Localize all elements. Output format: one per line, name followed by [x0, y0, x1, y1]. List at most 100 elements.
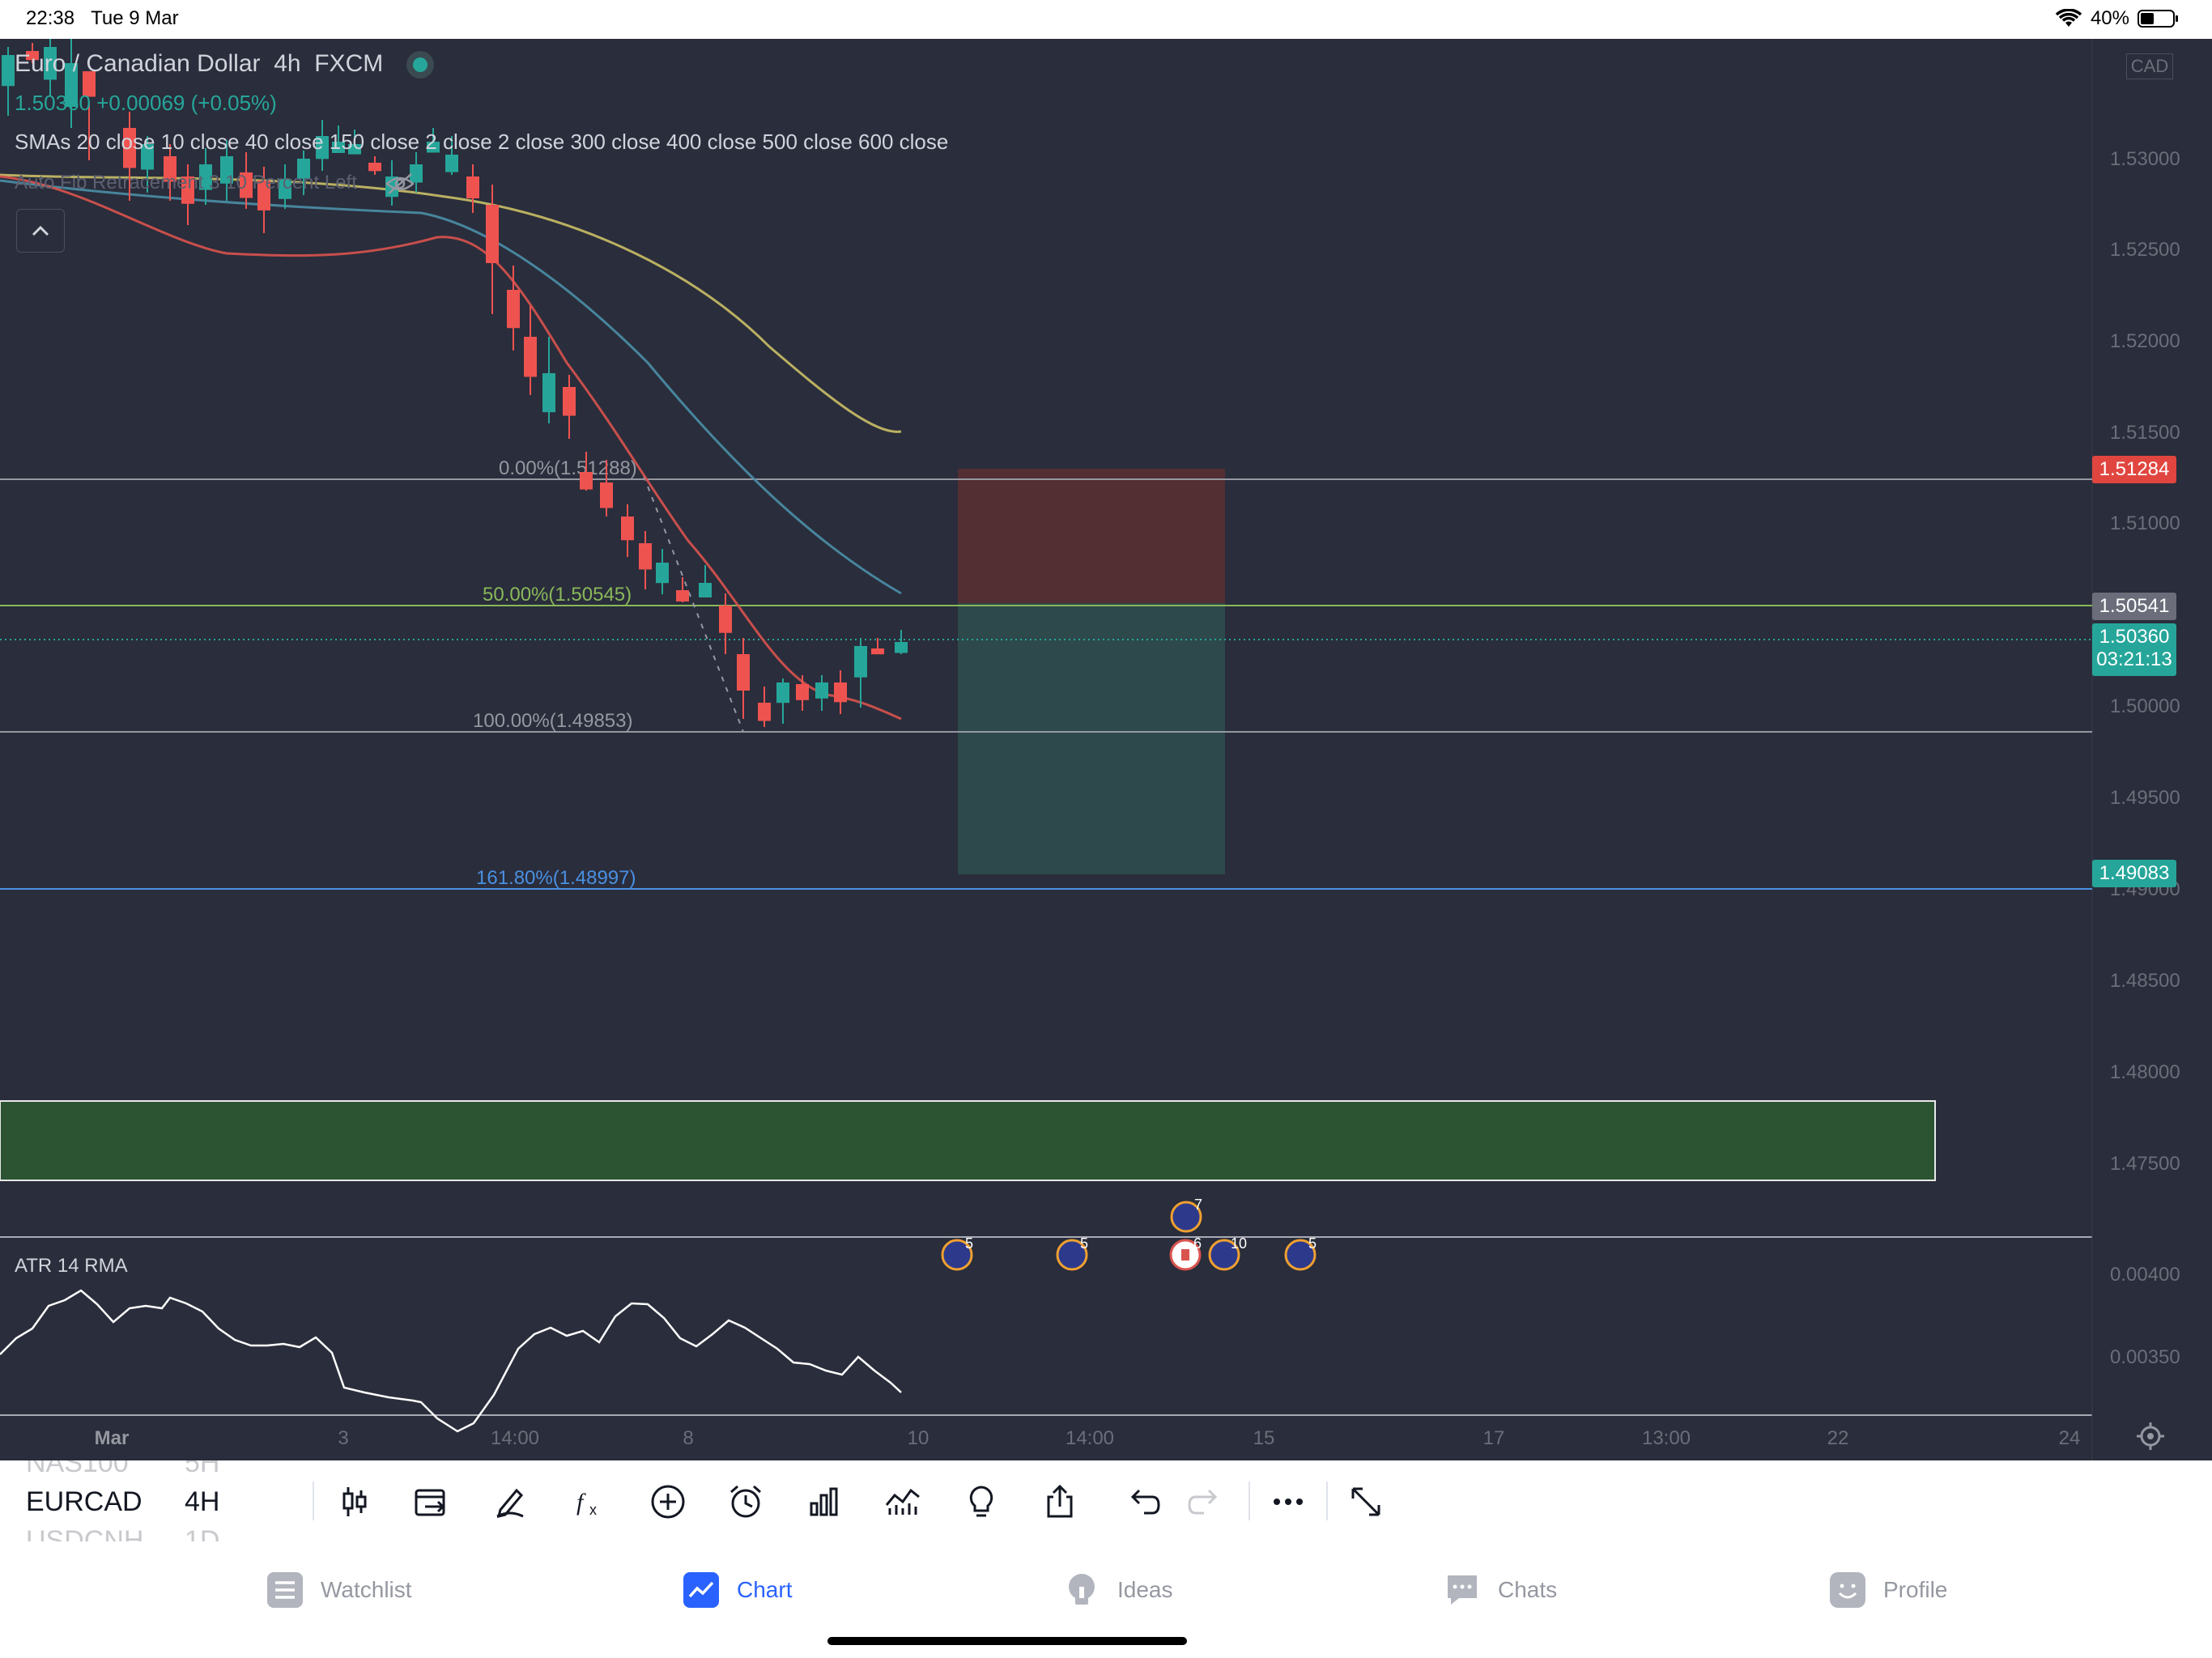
svg-text:5: 5 — [1080, 1235, 1088, 1252]
toolbar-divider — [313, 1482, 314, 1520]
candle-body — [719, 606, 732, 633]
candle-body — [524, 337, 537, 377]
time-axis[interactable]: Mar 3 14:00 8 10 14:00 15 17 13:00 22 24 — [95, 1427, 2081, 1449]
ca-event-badge[interactable]: 6 — [1169, 1235, 1202, 1271]
chart-canvas[interactable]: 0.00%(1.51288) 50.00%(1.50545) 100.00%(1… — [0, 39, 2212, 1460]
svg-text:7: 7 — [1194, 1197, 1202, 1213]
sma-legend[interactable]: SMAs 20 close 10 close 40 close 150 clos… — [15, 130, 949, 154]
wifi-icon — [2055, 9, 2082, 27]
time-axis-label: 8 — [683, 1427, 693, 1449]
chart-legend-title[interactable]: Euro / Canadian Dollar 4h FXCM — [15, 50, 428, 78]
eu-event-badge[interactable]: 5 — [941, 1235, 973, 1271]
sma-red-line — [0, 175, 902, 721]
atr-legend[interactable]: ATR 14 RMA — [15, 1255, 128, 1277]
fib-trendline — [643, 475, 744, 733]
bulb-icon[interactable] — [961, 1482, 1002, 1522]
redo-icon[interactable] — [1184, 1482, 1224, 1522]
alarm-icon[interactable] — [725, 1482, 766, 1522]
share-icon[interactable] — [1040, 1482, 1080, 1522]
eu-event-badge[interactable]: 10 — [1208, 1235, 1247, 1271]
candle-body — [656, 563, 669, 584]
symbol-switcher[interactable]: NAS100 5H EURCAD 4H USDCNH 1D — [26, 1460, 269, 1541]
svg-text:f: f — [576, 1489, 586, 1516]
tab-profile[interactable]: Profile — [1830, 1566, 1947, 1614]
current-price-tag[interactable]: 1.50360 03:21:13 — [2092, 623, 2176, 676]
bars-icon[interactable] — [804, 1482, 844, 1522]
candle-body — [871, 648, 884, 655]
fib-label-50: 50.00%(1.50545) — [483, 584, 632, 606]
fib-label-161: 161.80%(1.48997) — [476, 867, 636, 889]
price-axis-label: 1.50000 — [2110, 695, 2180, 717]
time-axis-label: 15 — [1253, 1427, 1275, 1449]
position-target-zone[interactable] — [958, 603, 1225, 874]
candle-body — [796, 684, 809, 700]
fib50-price-tag[interactable]: 1.50541 — [2092, 593, 2176, 620]
price-axis-label: 1.52000 — [2110, 330, 2180, 352]
fib-legend[interactable]: Auto Fib Retracement 3 10 Percent Left — [15, 172, 416, 195]
stop-price-tag[interactable]: 1.51284 — [2092, 456, 2176, 483]
candle-body — [563, 387, 576, 416]
price-axis[interactable]: 1.53000 1.52500 1.52000 1.51500 1.51000 1.500… — [2110, 148, 2180, 1368]
candle-body — [123, 128, 136, 168]
svg-text:6: 6 — [1193, 1235, 1202, 1252]
list-icon — [267, 1572, 303, 1608]
demand-zone[interactable] — [0, 1100, 1936, 1181]
price-change: 1.50360 +0.00069 (+0.05%) — [15, 91, 277, 115]
eye-hidden-icon[interactable] — [384, 172, 416, 195]
candle-body — [507, 290, 520, 329]
chart-settings-gear-icon[interactable] — [2137, 1422, 2164, 1450]
collapse-legend-button[interactable] — [16, 209, 65, 253]
indicators-icon[interactable] — [883, 1482, 923, 1522]
ideas-icon — [1069, 1574, 1095, 1605]
candle-body — [332, 142, 345, 153]
candle-body — [895, 642, 908, 653]
tab-watchlist[interactable]: Watchlist — [267, 1566, 412, 1614]
chart-area[interactable]: 0.00%(1.51288) 50.00%(1.50545) 100.00%(1… — [0, 39, 2212, 1460]
svg-text:x: x — [589, 1502, 597, 1518]
profile-icon — [1830, 1572, 1865, 1608]
battery-icon — [2138, 10, 2178, 28]
status-right: 40% — [2055, 7, 2180, 30]
candle-body — [65, 63, 78, 107]
undo-icon[interactable] — [1124, 1482, 1164, 1522]
candle-body — [410, 164, 423, 183]
battery-percent: 40% — [2090, 7, 2129, 29]
tab-chart[interactable]: Chart — [683, 1566, 792, 1614]
eu-event-badge[interactable]: 5 — [1284, 1235, 1317, 1271]
target-price-tag[interactable]: 1.49083 — [2092, 860, 2176, 887]
sma-yellow-line — [0, 173, 902, 433]
candle-body — [316, 136, 329, 159]
pen-icon[interactable] — [490, 1482, 530, 1522]
more-icon[interactable] — [1268, 1482, 1308, 1522]
tab-chats[interactable]: Chats — [1444, 1566, 1557, 1614]
candle-body — [854, 646, 867, 678]
price-axis-label: 1.51500 — [2110, 422, 2180, 444]
calendar-replay-icon[interactable] — [411, 1482, 452, 1522]
candle-body — [240, 172, 253, 198]
position-stop-zone[interactable] — [958, 469, 1225, 603]
eu-event-badge[interactable]: 5 — [1056, 1235, 1088, 1271]
candle-body — [758, 703, 771, 721]
symbol-row-active[interactable]: EURCAD 4H — [26, 1486, 220, 1517]
time-axis-label: Mar — [95, 1427, 130, 1449]
symbol-row[interactable]: NAS100 5H — [26, 1460, 220, 1478]
candle-body — [368, 163, 381, 172]
time-axis-label: 22 — [1827, 1427, 1849, 1449]
candle-body — [181, 176, 194, 204]
candles-icon[interactable] — [334, 1482, 375, 1522]
price-axis-label: 1.48000 — [2110, 1061, 2180, 1083]
fullscreen-icon[interactable] — [1346, 1482, 1386, 1522]
plus-circle-icon[interactable] — [648, 1482, 688, 1522]
status-bar: 22:38 Tue 9 Mar 40% — [0, 0, 2212, 39]
candlestick-series — [2, 39, 908, 727]
eu-event-badge[interactable]: 7 — [1170, 1197, 1202, 1233]
economic-events[interactable]: 7 5 5 6 10 5 — [941, 1197, 1317, 1271]
chevron-up-icon — [32, 225, 49, 236]
symbol-row[interactable]: USDCNH 1D — [26, 1525, 220, 1541]
candle-body — [199, 164, 212, 190]
tab-ideas[interactable]: Ideas — [1064, 1566, 1173, 1614]
atr-axis-label: 0.00400 — [2110, 1264, 2180, 1286]
candle-body — [699, 583, 712, 597]
